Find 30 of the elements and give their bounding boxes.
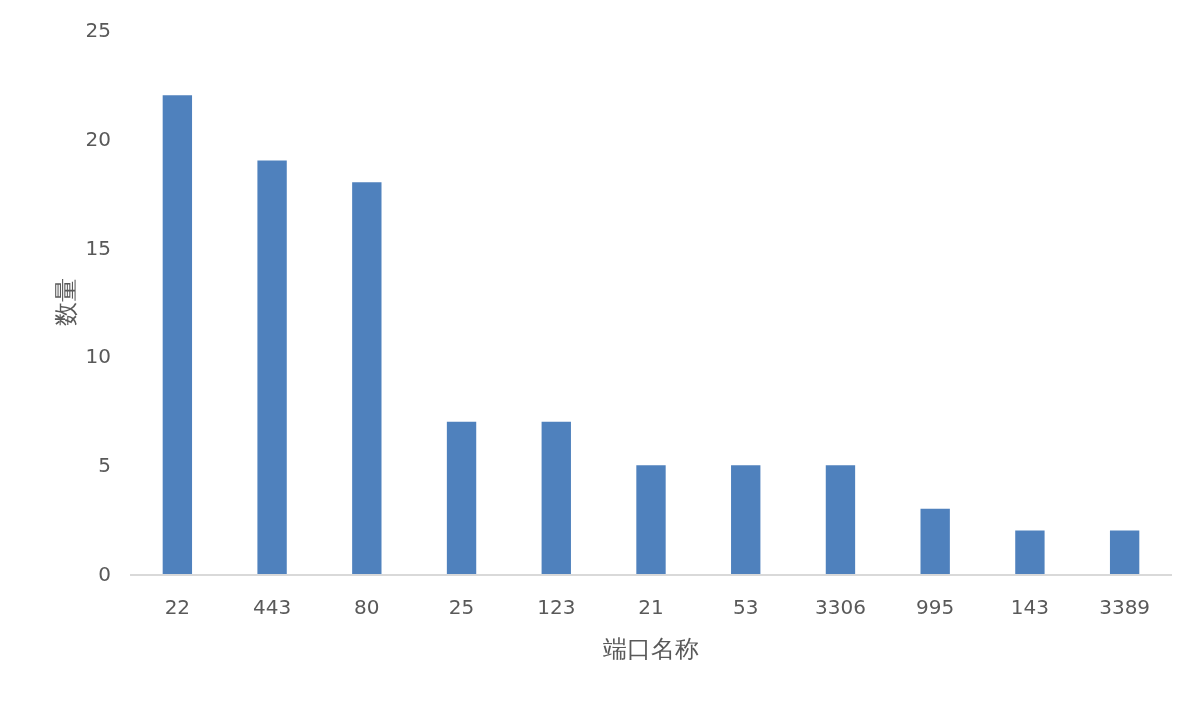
bar xyxy=(636,465,666,574)
y-tick-label: 10 xyxy=(85,344,111,369)
x-axis-title: 端口名称 xyxy=(603,634,699,663)
x-tick-label: 3306 xyxy=(815,594,866,619)
bar xyxy=(920,508,950,574)
bar xyxy=(731,465,761,574)
x-tick-label: 443 xyxy=(253,594,292,619)
x-tick-label: 22 xyxy=(164,594,191,619)
x-tick-label: 80 xyxy=(354,594,380,619)
x-tick-label: 53 xyxy=(733,594,759,619)
x-tick-label: 25 xyxy=(448,594,475,619)
x-tick-label: 21 xyxy=(638,594,664,619)
y-tick-label: 0 xyxy=(98,562,111,586)
bar xyxy=(541,421,571,574)
bar xyxy=(352,182,382,574)
x-tick-label: 3389 xyxy=(1099,594,1151,619)
y-axis-title: 数量 xyxy=(51,278,80,326)
bar xyxy=(446,421,477,574)
bar xyxy=(1015,530,1045,574)
x-tick-label: 995 xyxy=(916,594,955,619)
x-tick-label: 143 xyxy=(1010,594,1049,619)
y-tick-label: 20 xyxy=(85,126,111,151)
bar xyxy=(825,465,856,574)
bar xyxy=(162,95,193,574)
x-tick-label: 123 xyxy=(537,594,576,619)
y-tick-label: 5 xyxy=(98,453,111,478)
y-tick-label: 25 xyxy=(85,18,111,42)
bar xyxy=(257,160,287,574)
y-tick-label: 15 xyxy=(85,235,111,260)
bar xyxy=(1109,530,1140,574)
